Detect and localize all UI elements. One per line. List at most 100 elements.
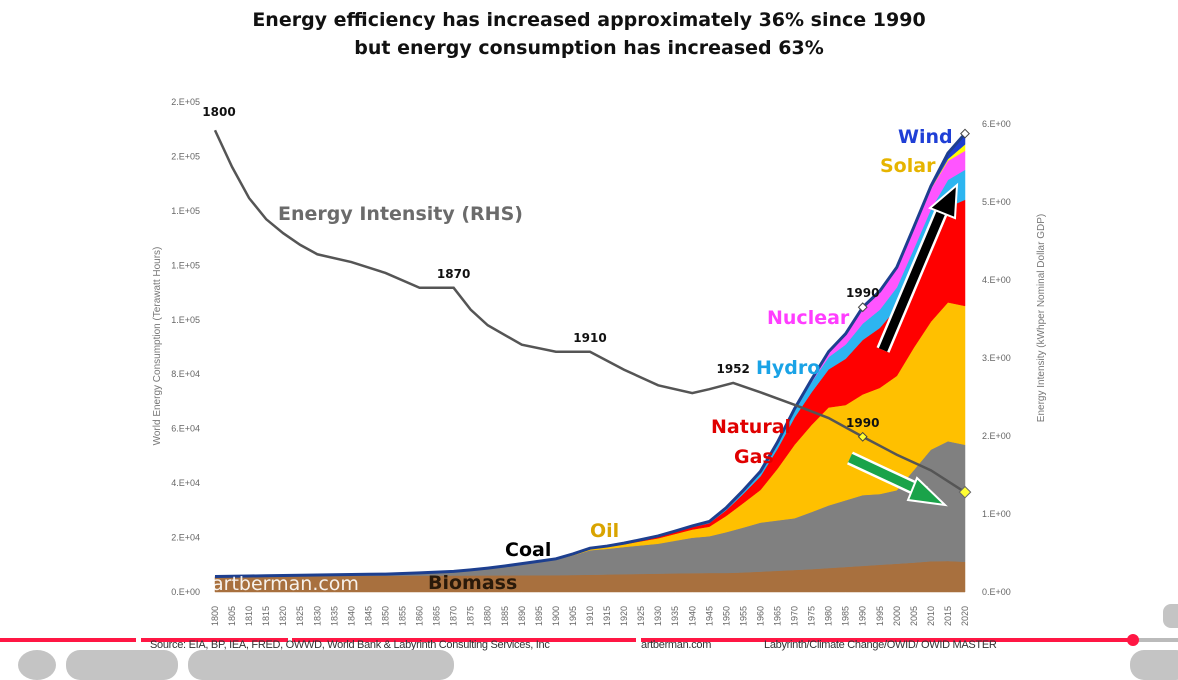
label-coal: Coal [505,539,551,561]
label-oil: Oil [590,520,619,542]
intensity-line [213,129,966,494]
y-tick-label: 4.E+04 [171,478,200,488]
chapter-gap [288,638,292,642]
x-tick-label: 1865 [432,606,442,626]
label-wind: Wind [898,126,953,148]
x-tick-label: 1870 [449,606,459,626]
intensity-end-marker [958,485,972,499]
x-tick-label: 1985 [841,606,851,626]
stacked-areas [214,132,967,593]
x-tick-label: 1825 [295,606,305,626]
x-tick-label: 1900 [551,606,561,626]
x-tick-label: 1995 [875,606,885,626]
x-tick-label: 2005 [909,606,919,626]
x-tick-label: 1895 [534,606,544,626]
back-button[interactable] [18,650,56,680]
y2-tick-label: 6.E+00 [982,119,1011,129]
y2-tick-label: 1.E+00 [982,509,1011,519]
y2-tick-label: 5.E+00 [982,197,1011,207]
annotation-1910-intensity: 1910 [573,331,606,345]
x-tick-label: 1955 [738,606,748,626]
footer-credit: Labyrinth/Climate Change/OWID/ OWID MAST… [764,639,997,651]
annotation-marker [857,431,868,442]
annotation-1952-intensity: 1952 [716,362,749,376]
x-tick-label: 1930 [653,606,663,626]
x-tick-label: 1875 [466,606,476,626]
y-tick-label: 1.E+05 [171,260,200,270]
x-tick-label: 1910 [585,606,595,626]
y-tick-label: 2.E+05 [171,151,200,161]
progress-fill [0,638,1134,642]
progress-scrubber[interactable] [1127,634,1140,646]
label-natural-gas-2: Gas [734,446,774,468]
y2-tick-label: 2.E+00 [982,431,1011,441]
label-biomass: Biomass [428,572,517,594]
annotation-1990-intensity: 1990 [846,416,879,430]
x-tick-label: 1935 [670,606,680,626]
y-tick-label: 2.E+05 [171,97,200,107]
x-tick-label: 1800 [210,606,220,626]
x-tick-label: 2010 [926,606,936,626]
x-tick-label: 1940 [687,606,697,626]
x-tick-label: 1880 [483,606,493,626]
x-tick-label: 1975 [807,606,817,626]
y2-tick-labels: 0.E+00 1.E+00 2.E+00 3.E+00 4.E+00 5.E+00 6.E+… [982,119,1011,597]
x-tick-label: 1885 [500,606,510,626]
y-tick-label: 8.E+04 [171,369,200,379]
x-tick-label: 2015 [943,606,953,626]
x-tick-label: 1960 [755,606,765,626]
y-tick-label: 6.E+04 [171,424,200,434]
title-line-1: Energy efficiency has increased approxim… [252,9,926,31]
label-natural-gas-1: Natural [711,416,791,438]
control-pill-1[interactable] [66,650,178,680]
x-tick-label: 1950 [721,606,731,626]
x-tick-label: 1945 [704,606,714,626]
x-tick-label: 1835 [329,606,339,626]
watermark: artberman.com [212,573,359,595]
y-tick-label: 2.E+04 [171,533,200,543]
total-consumption-line [214,132,967,578]
y2-axis-label: Energy Intensity (kWhper Nominal Dollar … [1036,214,1047,422]
title-line-2: but energy consumption has increased 63% [354,37,824,59]
x-tick-label: 1980 [824,606,834,626]
annotation-1990-total: 1990 [846,286,879,300]
y2-tick-label: 3.E+00 [982,353,1011,363]
control-pill-3[interactable] [1130,650,1178,680]
chapter-gap [136,638,141,642]
x-tick-label: 2020 [960,606,970,626]
label-hydro: Hydro [756,357,820,379]
black-arrow [876,182,959,353]
footer-source: Source: EIA, BP, IEA, FRED, OWWD, World … [150,639,550,651]
chapter-gap [636,638,641,642]
label-solar: Solar [880,155,936,177]
x-tick-label: 1845 [363,606,373,626]
y-tick-label: 0.E+00 [171,587,200,597]
annotations: 1800 1870 1910 1952 1990 1990 [202,105,879,442]
chart-title: Energy efficiency has increased approxim… [0,6,1178,62]
side-button[interactable] [1163,604,1178,628]
annotation-1870-intensity: 1870 [437,267,470,281]
label-nuclear: Nuclear [767,307,850,329]
x-tick-label: 1965 [773,606,783,626]
x-tick-label: 1840 [346,606,356,626]
stacked-area-chart: 1800 1805 1810 1815 1820 1825 1830 1835 1840 1845… [152,97,1047,626]
x-tick-label: 1925 [636,606,646,626]
x-tick-label: 1815 [261,606,271,626]
y-tick-labels: 0.E+00 2.E+04 4.E+04 6.E+04 8.E+04 1.E+05 1.E+… [171,97,200,597]
footer-site: artberman.com [641,639,712,651]
x-tick-label: 1920 [619,606,629,626]
x-tick-labels: 1800 1805 1810 1815 1820 1825 1830 1835 1840 1845… [210,606,970,626]
x-tick-label: 1810 [244,606,254,626]
video-player-bar: Source: EIA, BP, IEA, FRED, OWWD, World … [0,604,1178,680]
x-tick-label: 1830 [312,606,322,626]
y-tick-label: 1.E+05 [171,206,200,216]
control-pill-2[interactable] [188,650,454,680]
x-tick-label: 1990 [858,606,868,626]
green-arrow [847,451,948,507]
y-axis-label: World Energy Consumption (Terawatt Hours… [152,247,163,446]
annotation-marker [857,302,868,313]
x-tick-label: 1860 [415,606,425,626]
intensity-line-group [213,128,972,499]
x-tick-label: 1805 [227,606,237,626]
x-tick-label: 1905 [568,606,578,626]
